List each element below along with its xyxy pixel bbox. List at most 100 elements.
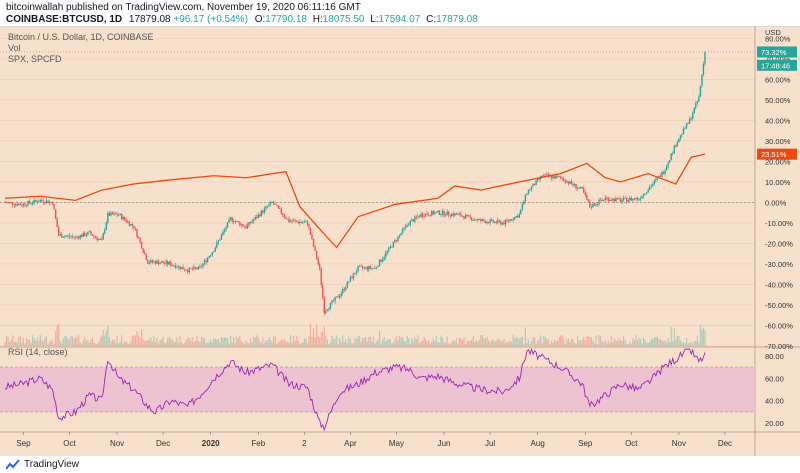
candle (626, 197, 628, 202)
candle (190, 267, 192, 269)
volume-bar (68, 340, 71, 346)
candle (274, 204, 276, 205)
candle (182, 267, 184, 270)
candle (579, 186, 582, 188)
candle (173, 265, 175, 266)
candle (200, 266, 203, 268)
volume-bar (500, 340, 502, 346)
candle (44, 202, 46, 204)
candle (226, 222, 229, 228)
volume-bar (156, 337, 158, 346)
candle (386, 250, 388, 253)
volume-bar (550, 340, 553, 346)
candle (667, 162, 669, 166)
volume-bar (414, 337, 416, 346)
candle (326, 309, 329, 311)
volume-bar (664, 340, 666, 346)
volume-bar (88, 342, 91, 346)
candle (42, 200, 45, 203)
volume-bar (593, 343, 596, 346)
volume-bar (159, 339, 161, 346)
volume-bar (4, 341, 6, 346)
candle (90, 231, 92, 235)
candle (349, 277, 352, 282)
volume-bar (704, 330, 706, 346)
volume-bar (75, 336, 77, 346)
candle (610, 199, 613, 201)
volume-bar (302, 342, 304, 346)
candle (576, 188, 579, 189)
candle (217, 240, 220, 243)
candle (104, 229, 106, 234)
volume-bar (627, 343, 629, 346)
candle (633, 198, 636, 200)
candle (260, 210, 263, 217)
candle (484, 221, 487, 224)
candle (421, 213, 424, 217)
candle (443, 210, 445, 216)
price-scale-label: 60.00% (765, 75, 791, 84)
candle (564, 180, 567, 183)
volume-bar (96, 343, 98, 346)
volume-bar (615, 339, 617, 346)
price-scale-label: -70.00% (765, 342, 793, 351)
candle (403, 227, 405, 229)
volume-bar (207, 342, 209, 346)
candle (183, 269, 186, 271)
candle (509, 219, 511, 221)
volume-bar (260, 342, 262, 346)
candle (417, 216, 419, 218)
volume-bar (371, 341, 373, 346)
candle (210, 255, 212, 257)
volume-bar (652, 338, 654, 346)
volume-bar (687, 343, 689, 346)
chart-panel[interactable]: USD 80.00% 70.00% 60.00% 50.00% 40.00% 30.00% 2… (0, 26, 800, 456)
candle (590, 207, 593, 208)
volume-bar (325, 335, 327, 346)
volume-bar (463, 336, 465, 346)
candle (31, 203, 34, 204)
volume-bar (277, 341, 279, 346)
candle (87, 232, 89, 235)
candle (466, 214, 468, 216)
volume-bar (639, 338, 642, 346)
candle (157, 260, 160, 265)
volume-bar (151, 341, 153, 346)
volume-bar (205, 342, 207, 346)
candle (96, 237, 98, 240)
candle (19, 203, 22, 205)
candle (692, 113, 694, 119)
volume-bar (564, 343, 566, 346)
candle (573, 183, 576, 186)
volume-bar (250, 338, 252, 346)
legend-compare: SPX, SPCFD (8, 54, 62, 64)
time-axis-label: Aug (531, 439, 545, 448)
volume-bar (79, 342, 81, 346)
volume-bar (662, 341, 665, 346)
volume-bar (190, 341, 192, 346)
candle (378, 259, 381, 267)
candle (392, 241, 395, 248)
candle (624, 197, 626, 199)
volume-bar (578, 340, 580, 346)
candle (469, 215, 471, 218)
candle (73, 236, 75, 238)
volume-bar (328, 343, 330, 346)
candle (220, 234, 223, 240)
volume-bar (483, 338, 485, 346)
candle (550, 175, 553, 179)
time-axis-label: 2020 (202, 439, 220, 448)
volume-bar (409, 343, 411, 346)
volume-bar (323, 326, 325, 346)
volume-bar (271, 342, 273, 346)
legend-volume: Vol (8, 43, 21, 53)
candle (70, 236, 72, 238)
volume-bar (116, 335, 118, 346)
candle (601, 199, 603, 201)
volume-bar (124, 341, 126, 346)
volume-bar (487, 340, 490, 346)
volume-bar (292, 336, 295, 346)
candle (239, 222, 241, 226)
volume-bar (220, 336, 223, 346)
